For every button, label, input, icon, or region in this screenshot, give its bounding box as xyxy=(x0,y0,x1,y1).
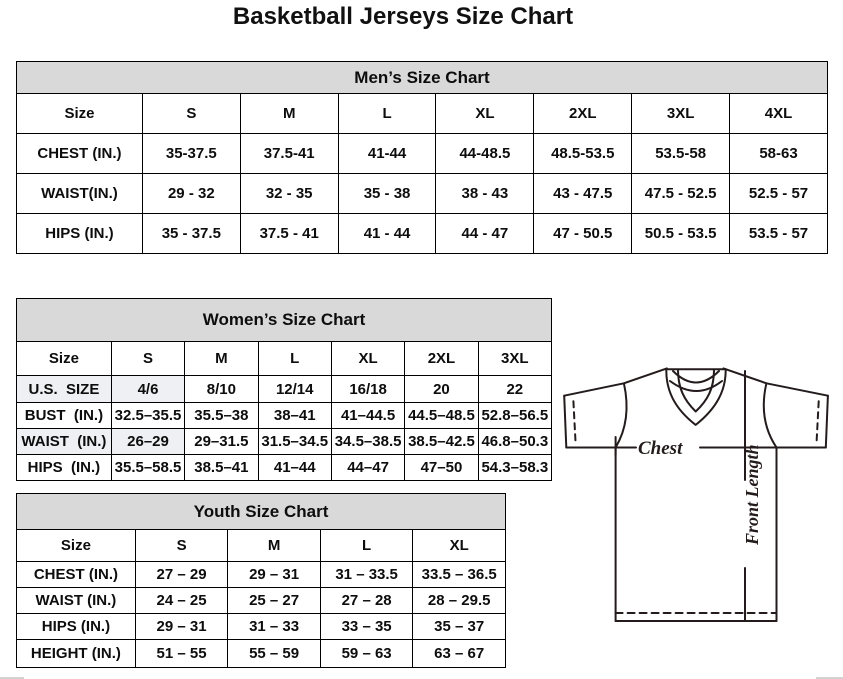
svg-text:Front Length: Front Length xyxy=(742,444,762,546)
svg-text:Chest: Chest xyxy=(638,438,683,459)
